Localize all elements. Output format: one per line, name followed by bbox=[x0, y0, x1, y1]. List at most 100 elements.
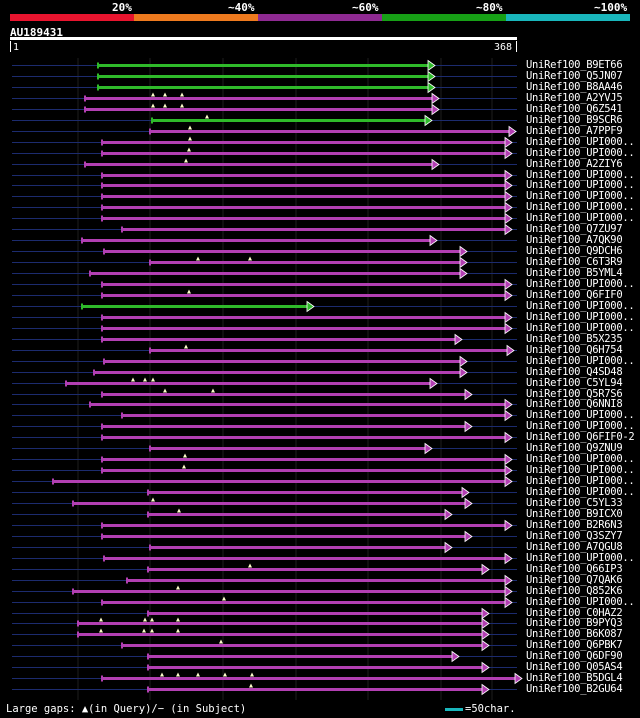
hit-row[interactable] bbox=[12, 114, 517, 127]
hit-label[interactable]: UniRef100_UPI000.. bbox=[526, 595, 635, 608]
hit-row[interactable] bbox=[12, 333, 517, 346]
hit-label[interactable]: UniRef100_C5YL33 bbox=[526, 496, 623, 509]
hit-label[interactable]: UniRef100_Q6FIF0 bbox=[526, 288, 623, 301]
hit-label[interactable]: UniRef100_UPI000.. bbox=[526, 135, 635, 148]
hit-row[interactable] bbox=[12, 617, 517, 630]
hit-row[interactable] bbox=[12, 223, 517, 236]
hit-label[interactable]: UniRef100_UPI000.. bbox=[526, 551, 635, 564]
hit-row[interactable] bbox=[12, 442, 517, 455]
hit-label[interactable]: UniRef100_C6T3R9 bbox=[526, 255, 623, 268]
hit-row[interactable] bbox=[12, 650, 517, 663]
hit-row[interactable] bbox=[12, 179, 517, 192]
hit-row[interactable] bbox=[12, 245, 517, 258]
query-id[interactable]: AU189431 bbox=[10, 26, 63, 39]
hit-row[interactable] bbox=[12, 344, 517, 357]
hit-row[interactable] bbox=[12, 169, 517, 182]
hit-label[interactable]: UniRef100_UPI000.. bbox=[526, 474, 635, 487]
hit-row[interactable] bbox=[12, 628, 517, 641]
hit-row[interactable] bbox=[12, 661, 517, 674]
hit-row[interactable] bbox=[12, 59, 517, 72]
hit-label[interactable]: UniRef100_B5DGL4 bbox=[526, 671, 623, 684]
hit-label[interactable]: UniRef100_UPI000.. bbox=[526, 277, 635, 290]
hit-label[interactable]: UniRef100_Q7QAK6 bbox=[526, 573, 623, 586]
hit-row[interactable] bbox=[12, 508, 517, 521]
hit-label[interactable]: UniRef100_UPI000.. bbox=[526, 299, 635, 312]
hit-label[interactable]: UniRef100_Q4SD48 bbox=[526, 365, 623, 378]
hit-row[interactable] bbox=[12, 596, 517, 609]
hit-row[interactable] bbox=[12, 409, 517, 422]
hit-label[interactable]: UniRef100_B5YML4 bbox=[526, 266, 623, 279]
hit-label[interactable]: UniRef100_B9ICX0 bbox=[526, 507, 623, 520]
hit-label[interactable]: UniRef100_Q6NNI8 bbox=[526, 397, 623, 410]
hit-label[interactable]: UniRef100_B9PYQ3 bbox=[526, 616, 623, 629]
hit-row[interactable] bbox=[12, 683, 517, 696]
hit-label[interactable]: UniRef100_Q6PBK7 bbox=[526, 638, 623, 651]
hit-label[interactable]: UniRef100_Q3SZY7 bbox=[526, 529, 623, 542]
hit-row[interactable] bbox=[12, 311, 517, 324]
hit-label[interactable]: UniRef100_A7QK90 bbox=[526, 233, 623, 246]
hit-label[interactable]: UniRef100_A7QGU8 bbox=[526, 540, 623, 553]
hit-row[interactable] bbox=[12, 125, 517, 138]
hit-row[interactable] bbox=[12, 388, 517, 401]
hit-label[interactable]: UniRef100_Q6FIF0-2 bbox=[526, 430, 635, 443]
hit-row[interactable] bbox=[12, 453, 517, 466]
hit-row[interactable] bbox=[12, 497, 517, 510]
hit-label[interactable]: UniRef100_C0HAZ2 bbox=[526, 606, 623, 619]
hit-label[interactable]: UniRef100_UPI000.. bbox=[526, 168, 635, 181]
hit-row[interactable] bbox=[12, 70, 517, 83]
hit-row[interactable] bbox=[12, 81, 517, 94]
hit-label[interactable]: UniRef100_Q852K6 bbox=[526, 584, 623, 597]
hit-row[interactable] bbox=[12, 607, 517, 620]
hit-label[interactable]: UniRef100_A7PPF9 bbox=[526, 124, 623, 137]
hit-label[interactable]: UniRef100_UPI000.. bbox=[526, 485, 635, 498]
hit-row[interactable] bbox=[12, 585, 517, 598]
hit-row[interactable] bbox=[12, 136, 517, 149]
hit-row[interactable] bbox=[12, 672, 523, 685]
hit-label[interactable]: UniRef100_UPI000.. bbox=[526, 408, 635, 421]
hit-label[interactable]: UniRef100_UPI000.. bbox=[526, 211, 635, 224]
hit-row[interactable] bbox=[12, 256, 517, 269]
hit-label[interactable]: UniRef100_Q5R7S6 bbox=[526, 387, 623, 400]
hit-row[interactable] bbox=[12, 377, 517, 390]
hit-row[interactable] bbox=[12, 278, 517, 291]
hit-row[interactable] bbox=[12, 355, 517, 368]
hit-row[interactable] bbox=[12, 201, 517, 214]
hit-label[interactable]: UniRef100_B9ET66 bbox=[526, 58, 623, 71]
hit-label[interactable]: UniRef100_B9SCR6 bbox=[526, 113, 623, 126]
hit-label[interactable]: UniRef100_UPI000.. bbox=[526, 200, 635, 213]
hit-label[interactable]: UniRef100_Q66IP3 bbox=[526, 562, 623, 575]
hit-label[interactable]: UniRef100_UPI000.. bbox=[526, 178, 635, 191]
hit-label[interactable]: UniRef100_A2ZIY6 bbox=[526, 157, 623, 170]
hit-row[interactable] bbox=[12, 147, 517, 160]
hit-row[interactable] bbox=[12, 574, 517, 587]
hit-label[interactable]: UniRef100_Q9DCH6 bbox=[526, 244, 623, 257]
hit-row[interactable] bbox=[12, 431, 517, 444]
hit-label[interactable]: UniRef100_Q6DF90 bbox=[526, 649, 623, 662]
hit-label[interactable]: UniRef100_UPI000.. bbox=[526, 419, 635, 432]
hit-label[interactable]: UniRef100_Q7ZU97 bbox=[526, 222, 623, 235]
hit-label[interactable]: UniRef100_UPI000.. bbox=[526, 452, 635, 465]
hit-row[interactable] bbox=[12, 464, 517, 477]
hit-label[interactable]: UniRef100_Q5JN07 bbox=[526, 69, 623, 82]
hit-row[interactable] bbox=[12, 486, 517, 499]
hit-row[interactable] bbox=[12, 322, 517, 335]
hit-row[interactable] bbox=[12, 300, 517, 313]
hit-label[interactable]: UniRef100_Q6Z541 bbox=[526, 102, 623, 115]
hit-label[interactable]: UniRef100_A2YVJ5 bbox=[526, 91, 623, 104]
hit-label[interactable]: UniRef100_Q9ZNU9 bbox=[526, 441, 623, 454]
hit-row[interactable] bbox=[12, 212, 517, 225]
hit-label[interactable]: UniRef100_B2GU64 bbox=[526, 682, 623, 695]
hit-row[interactable] bbox=[12, 530, 517, 543]
hit-row[interactable] bbox=[12, 398, 517, 411]
hit-label[interactable]: UniRef100_UPI000.. bbox=[526, 354, 635, 367]
hit-row[interactable] bbox=[12, 267, 517, 280]
hit-label[interactable]: UniRef100_UPI000.. bbox=[526, 146, 635, 159]
hit-label[interactable]: UniRef100_Q05AS4 bbox=[526, 660, 623, 673]
hit-row[interactable] bbox=[12, 519, 517, 532]
hit-row[interactable] bbox=[12, 541, 517, 554]
hit-row[interactable] bbox=[12, 190, 517, 203]
hit-row[interactable] bbox=[12, 92, 517, 105]
hit-row[interactable] bbox=[12, 158, 517, 171]
hit-label[interactable]: UniRef100_B5X235 bbox=[526, 332, 623, 345]
hit-label[interactable]: UniRef100_B2R6N3 bbox=[526, 518, 623, 531]
